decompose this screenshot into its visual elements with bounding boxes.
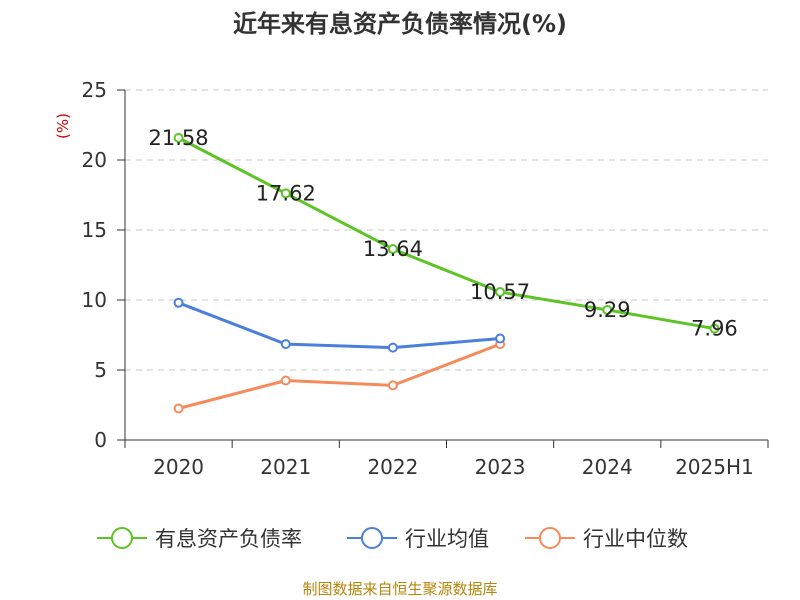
data-point <box>387 244 398 255</box>
data-point <box>173 132 184 143</box>
x-tick-label: 2024 <box>582 455 633 479</box>
data-point <box>173 297 184 308</box>
axes: 0 5 10 15 20 25 2020 2021 2022 2023 2024 2025H1 <box>82 78 769 479</box>
x-tick-label: 2022 <box>367 455 418 479</box>
legend-marker <box>539 527 561 549</box>
y-tick-label: 0 <box>94 428 107 452</box>
data-point <box>709 323 720 334</box>
y-tick-label: 15 <box>82 218 107 242</box>
data-point <box>387 342 398 353</box>
legend-label: 行业中位数 <box>583 527 688 551</box>
series <box>173 132 720 414</box>
legend-marker <box>111 527 133 549</box>
data-label: 10.57 <box>470 280 530 304</box>
legend-label: 有息资产负债率 <box>155 527 302 551</box>
data-label: 9.29 <box>584 298 631 322</box>
data-label: 13.64 <box>363 237 423 261</box>
x-tick-label: 2025H1 <box>675 455 754 479</box>
series-line <box>178 342 501 410</box>
chart-title: 近年来有息资产负债率情况(%) <box>233 10 567 38</box>
data-labels: 21.58 17.62 13.64 10.57 9.29 7.96 <box>149 126 738 341</box>
data-label: 17.62 <box>256 181 316 205</box>
data-label: 7.96 <box>691 317 738 341</box>
data-point <box>280 339 291 350</box>
x-tick-label: 2020 <box>153 455 204 479</box>
data-point <box>495 333 506 344</box>
legend-marker <box>361 527 383 549</box>
data-point <box>495 287 506 298</box>
y-axis-unit-label: (%) <box>54 113 72 139</box>
x-tick-label: 2023 <box>475 455 526 479</box>
data-point <box>280 375 291 386</box>
legend-label: 行业均值 <box>405 527 489 551</box>
source-note: 制图数据来自恒生聚源数据库 <box>302 580 497 598</box>
legend: 有息资产负债率 行业均值 行业中位数 <box>97 527 688 551</box>
series-line <box>177 136 715 331</box>
series-line <box>178 301 501 350</box>
y-tick-label: 5 <box>94 358 107 382</box>
data-label: 21.58 <box>149 126 209 150</box>
data-point <box>387 380 398 391</box>
x-tick-label: 2021 <box>260 455 311 479</box>
y-tick-label: 10 <box>82 288 107 312</box>
data-point <box>602 304 613 315</box>
y-tick-label: 25 <box>82 78 107 102</box>
grid <box>125 89 768 371</box>
data-point <box>173 403 184 414</box>
y-tick-label: 20 <box>82 148 107 172</box>
data-point <box>280 188 291 199</box>
